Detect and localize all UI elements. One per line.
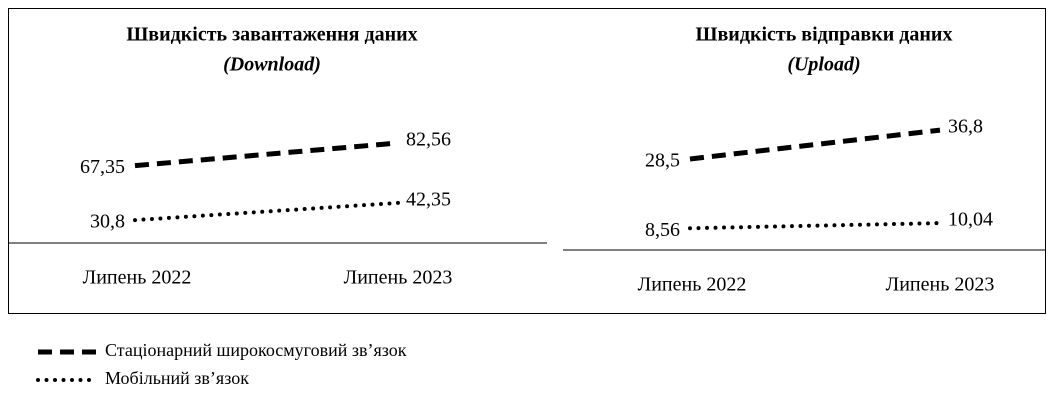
chart-subtitle: (Upload) [787,54,860,76]
legend-label: Стаціонарний широкосмуговий зв’язок [105,340,407,360]
data-label: 67,35 [80,156,125,178]
data-label: 42,35 [406,188,451,210]
legend-label: Мобільний зв’язок [105,368,249,388]
data-label: 28,5 [645,150,680,172]
data-label: 82,56 [406,129,451,151]
chart-subtitle: (Download) [223,54,321,76]
data-label: 10,04 [948,209,993,231]
x-tick-label: Липень 2023 [886,274,995,296]
data-label: 36,8 [948,116,983,138]
x-tick-label: Липень 2022 [83,267,192,289]
frame [8,8,1046,314]
data-label: 30,8 [90,211,125,233]
chart-title: Швидкість відправки даних [696,24,953,46]
series-line [133,200,400,223]
series-line [689,127,941,162]
x-tick-label: Липень 2023 [344,267,453,289]
series-line [134,140,399,169]
chart-title: Швидкість завантаження даних [126,24,417,46]
series-line [688,221,942,231]
data-label: 8,56 [645,219,680,241]
x-tick-label: Липень 2022 [638,274,747,296]
